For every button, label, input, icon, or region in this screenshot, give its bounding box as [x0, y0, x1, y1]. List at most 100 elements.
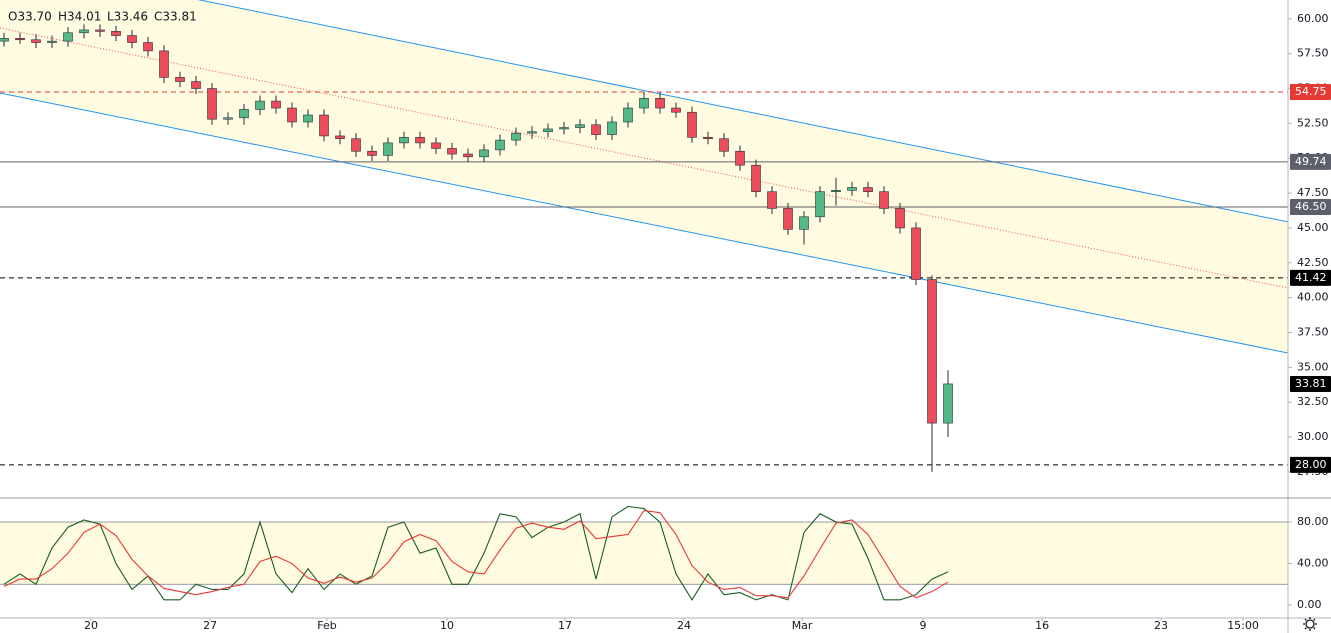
candle-body [159, 50, 169, 78]
candle-body [127, 35, 137, 43]
candle-body [31, 39, 41, 43]
ohlc-open: O33.70 [8, 10, 52, 24]
candle-body [527, 131, 537, 134]
candle-body [639, 97, 649, 109]
level-box [1290, 269, 1331, 286]
candle-body [911, 227, 921, 280]
level-label: 49.74 [1295, 155, 1327, 168]
x-tick-label: Mar [792, 619, 813, 632]
candle-body [239, 109, 249, 119]
stoch-line [3, 505, 949, 601]
candle-body [783, 208, 793, 230]
candle-body [351, 138, 361, 152]
candle-body [575, 124, 585, 128]
candle-body [431, 142, 441, 149]
y-tick-label: 60.00 [1297, 12, 1329, 25]
candle-body [223, 117, 233, 120]
candle-body [207, 88, 217, 120]
candle-body [15, 38, 25, 41]
candle-body [191, 81, 201, 89]
candle-body [863, 187, 873, 192]
candle-body [95, 29, 105, 32]
ohlc-high: H34.01 [58, 10, 101, 24]
candle-body [511, 132, 521, 141]
y-tick-label: 57.50 [1297, 47, 1329, 60]
candle-body [303, 114, 313, 123]
y-tick-label: 42.50 [1297, 256, 1329, 269]
candle-body [143, 42, 153, 52]
candle-body [847, 187, 857, 191]
candle-body [751, 164, 761, 192]
x-tick-label: 9 [920, 619, 927, 632]
y-tick-label: 45.00 [1297, 221, 1329, 234]
x-tick-label: 27 [203, 619, 217, 632]
level-label: 41.42 [1295, 271, 1327, 284]
candle-body [63, 32, 73, 42]
channel-upper [197, 0, 1288, 223]
x-tick-label: 10 [440, 619, 454, 632]
candle-body [895, 208, 905, 229]
candle-body [47, 40, 57, 43]
candle-body [831, 189, 841, 192]
candle-body [655, 97, 665, 109]
candle-body [767, 191, 777, 209]
level-box [1290, 153, 1331, 170]
y-tick-label: 40.00 [1297, 557, 1329, 570]
candle-body [79, 29, 89, 34]
last-price-label: 33.81 [1295, 377, 1327, 390]
candle-body [591, 124, 601, 135]
price-pane [0, 0, 1288, 472]
x-tick-label: 17 [558, 619, 572, 632]
settings-icon[interactable] [1303, 617, 1317, 631]
channel-lower [0, 92, 1288, 354]
x-tick-label: 16 [1035, 619, 1049, 632]
y-tick-label: 0.00 [1297, 598, 1322, 611]
candle-body [255, 100, 265, 110]
candle-body [799, 216, 809, 230]
channel-fill [0, 0, 1288, 353]
level-box [1290, 84, 1331, 101]
level-label: 46.50 [1295, 200, 1327, 213]
candle-body [0, 38, 9, 42]
x-tick-label: 24 [677, 619, 691, 632]
candle-body [287, 107, 297, 123]
y-tick-label: 40.00 [1297, 291, 1329, 304]
y-tick-label: 80.00 [1297, 515, 1329, 528]
y-tick-label: 35.00 [1297, 360, 1329, 373]
candle-body [671, 107, 681, 113]
candle-body [943, 383, 953, 424]
last-price-box [1290, 375, 1331, 392]
candle-body [319, 114, 329, 137]
ohlc-close: C33.81 [154, 10, 197, 24]
y-tick-label: 32.50 [1297, 395, 1329, 408]
x-tick-label: Feb [317, 619, 336, 632]
x-tick-label: 20 [84, 619, 98, 632]
stoch-pane [0, 505, 1288, 601]
candle-body [559, 127, 569, 130]
y-tick-label: 37.50 [1297, 325, 1329, 338]
candle-body [607, 121, 617, 135]
level-label: 54.75 [1295, 85, 1327, 98]
candle-body [175, 77, 185, 82]
candle-body [687, 111, 697, 138]
candle-body [815, 191, 825, 218]
candle-body [927, 279, 937, 424]
candle-body [719, 138, 729, 152]
candle-body [543, 128, 553, 133]
candle-body [415, 137, 425, 144]
candle-body [335, 135, 345, 140]
candle-body [735, 150, 745, 166]
candle-body [463, 153, 473, 158]
candle-body [367, 150, 377, 156]
x-tick-label: 15:00 [1227, 619, 1259, 632]
candle-body [495, 139, 505, 151]
candle-body [447, 148, 457, 155]
candle-body [703, 137, 713, 140]
candle-body [879, 191, 889, 209]
ohlc-low: L33.46 [107, 10, 148, 24]
candle-body [111, 31, 121, 36]
candle-body [271, 100, 281, 109]
level-box [1290, 456, 1331, 473]
